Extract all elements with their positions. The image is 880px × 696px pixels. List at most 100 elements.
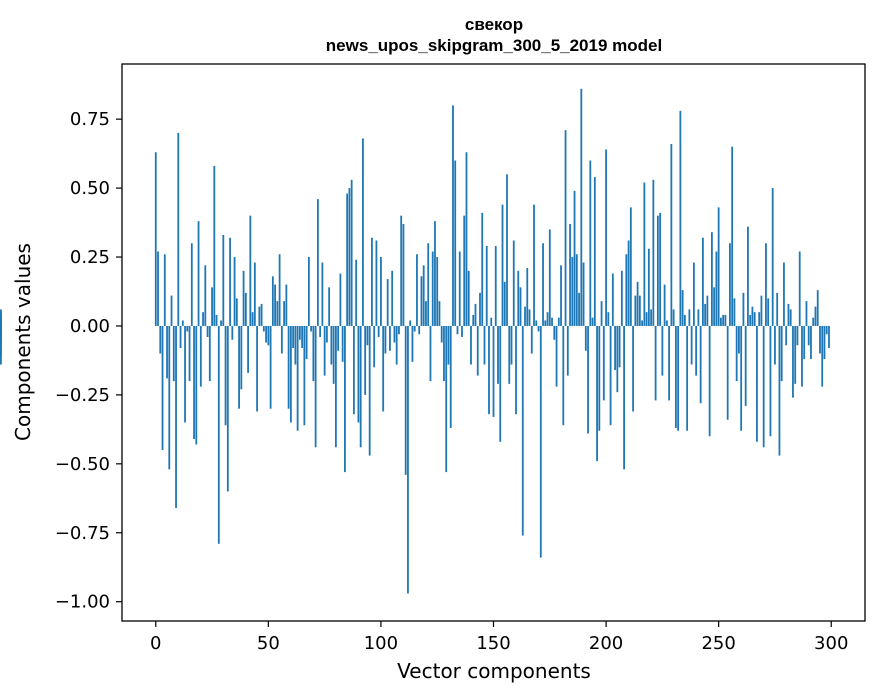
bar <box>357 325 360 423</box>
bar <box>587 325 589 434</box>
bar <box>711 232 713 326</box>
bar <box>602 325 605 401</box>
bar <box>375 240 378 326</box>
bar <box>607 312 610 326</box>
bar <box>510 325 513 365</box>
bar <box>213 166 216 326</box>
bar <box>771 188 774 326</box>
bar <box>384 325 387 354</box>
bar <box>733 298 736 326</box>
bar <box>256 325 258 412</box>
x-tick-label: 300 <box>814 633 848 654</box>
bar <box>738 325 740 354</box>
bar <box>611 273 614 326</box>
bar <box>166 325 168 379</box>
bar <box>344 325 346 473</box>
bar <box>681 290 684 326</box>
bar <box>330 325 333 365</box>
bar <box>717 207 720 326</box>
bar <box>616 325 619 393</box>
bar <box>253 262 256 326</box>
bar <box>659 212 662 326</box>
bar <box>346 193 349 326</box>
x-tick-label: 0 <box>150 633 161 654</box>
bar <box>492 325 495 417</box>
bar <box>420 276 423 326</box>
x-tick-label: 200 <box>589 633 623 654</box>
y-tick-label: −0.25 <box>55 385 110 406</box>
bar <box>625 254 628 326</box>
bar <box>776 292 779 326</box>
plot-area-frame <box>121 63 866 622</box>
bar <box>688 309 691 326</box>
bar <box>686 325 689 431</box>
bar <box>159 325 162 354</box>
bar <box>355 259 358 326</box>
y-tick-label: 0.25 <box>70 247 110 268</box>
bar <box>175 325 177 508</box>
bar <box>593 177 596 326</box>
bar <box>0 323 2 326</box>
bar <box>170 295 173 326</box>
bar <box>407 325 409 594</box>
bar <box>244 292 247 326</box>
bar <box>242 270 245 326</box>
bar <box>416 254 418 326</box>
bar <box>301 325 304 349</box>
bar <box>195 325 198 445</box>
bar <box>274 284 276 326</box>
bar <box>323 325 326 376</box>
bar <box>161 325 164 451</box>
bar <box>269 325 272 409</box>
bar <box>434 221 436 326</box>
bar <box>452 105 454 326</box>
bar <box>796 325 799 346</box>
bar <box>674 325 677 428</box>
bar <box>501 204 504 326</box>
bar <box>575 254 578 326</box>
bar <box>247 325 249 373</box>
bar <box>276 301 279 326</box>
bar <box>758 312 761 326</box>
bar <box>328 287 331 326</box>
bar <box>440 325 443 343</box>
bar <box>168 325 171 470</box>
bar <box>729 243 731 326</box>
bar <box>762 325 765 448</box>
bar <box>553 325 556 340</box>
bar <box>783 262 785 326</box>
bar <box>220 320 222 326</box>
bar <box>337 325 340 351</box>
bar <box>172 325 175 382</box>
bar <box>512 240 515 326</box>
bar <box>814 306 817 326</box>
bar <box>481 212 484 326</box>
bar <box>497 325 499 384</box>
bar <box>391 270 394 326</box>
bar <box>654 325 657 401</box>
bar <box>560 265 562 326</box>
bar <box>265 325 267 343</box>
bar <box>476 325 479 376</box>
bar <box>539 325 542 558</box>
bar <box>821 325 824 387</box>
bar <box>303 325 306 426</box>
bar <box>366 325 369 346</box>
bar-series <box>0 88 830 594</box>
bar <box>548 229 551 326</box>
bar <box>470 325 472 365</box>
bar <box>319 325 322 337</box>
bar <box>524 306 526 326</box>
chart-title: свекор <box>465 15 523 34</box>
bar <box>422 265 425 326</box>
bar <box>726 325 729 420</box>
bar <box>578 292 580 326</box>
bar <box>362 138 364 326</box>
bar <box>474 303 477 326</box>
bar <box>566 325 569 376</box>
bar <box>163 254 166 326</box>
bar <box>794 325 797 384</box>
bar <box>380 257 382 326</box>
bar <box>193 325 195 440</box>
bar <box>629 207 632 326</box>
